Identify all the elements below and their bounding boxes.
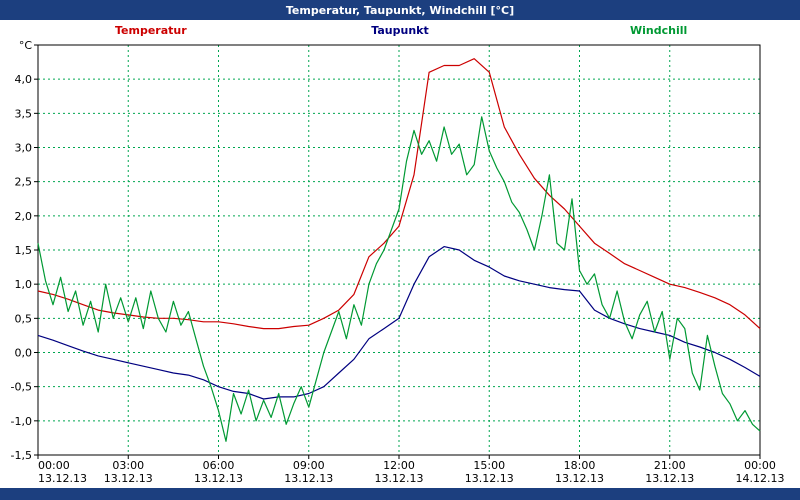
y-tick-label: 0,0 [15, 347, 33, 360]
y-tick-label: -0,5 [11, 381, 32, 394]
y-tick-label: 2,5 [15, 176, 33, 189]
x-tick-time-label: 03:00 [112, 459, 144, 472]
x-tick-time-label: 00:00 [744, 459, 776, 472]
y-tick-label: 1,5 [15, 244, 33, 257]
x-tick-date-label: 13.12.13 [555, 472, 604, 485]
x-tick-date-label: 13.12.13 [194, 472, 243, 485]
x-tick-date-label: 13.12.13 [104, 472, 153, 485]
x-tick-time-label: 09:00 [293, 459, 325, 472]
page-title: Temperatur, Taupunkt, Windchill [°C] [285, 3, 515, 17]
title-bar: Temperatur, Taupunkt, Windchill [°C] [0, 0, 800, 20]
y-tick-label: -1,5 [11, 449, 32, 462]
legend-taupunkt: Taupunkt [371, 24, 429, 37]
x-tick-time-label: 12:00 [383, 459, 415, 472]
y-axis-unit-label: °C [19, 39, 33, 52]
x-tick-date-label: 13.12.13 [284, 472, 333, 485]
series-line-windchill [37, 116, 761, 442]
y-tick-label: 3,5 [15, 107, 33, 120]
grid [38, 45, 760, 455]
x-tick-date-label: 13.12.13 [465, 472, 514, 485]
y-tick-label: 0,5 [15, 312, 33, 325]
x-tick-time-label: 00:00 [38, 459, 70, 472]
x-tick-date-label: 14.12.13 [736, 472, 785, 485]
x-tick-time-label: 15:00 [473, 459, 505, 472]
y-tick-label: 3,0 [15, 142, 33, 155]
x-tick-time-label: 18:00 [564, 459, 596, 472]
y-tick-label: 4,0 [15, 73, 33, 86]
x-tick-date-label: 13.12.13 [38, 472, 87, 485]
chart-canvas: -1,5 -1,0 -0,5 0,0 0,5 1,0 1,5 2,0 2,5 3,0 3,5 4,0 °… [11, 39, 785, 485]
x-tick-date-label: 13.12.13 [375, 472, 424, 485]
chart: -1,5 -1,0 -0,5 0,0 0,5 1,0 1,5 2,0 2,5 3,0 3,5 4,0 °… [0, 20, 800, 488]
series-lines [37, 58, 761, 442]
axes: -1,5 -1,0 -0,5 0,0 0,5 1,0 1,5 2,0 2,5 3,0 3,5 4,0 °… [11, 39, 785, 485]
y-tick-label: -1,0 [11, 415, 32, 428]
legend-windchill: Windchill [630, 24, 688, 37]
y-tick-label: 1,0 [15, 278, 33, 291]
legend-temperatur: Temperatur [115, 24, 187, 37]
series-line-temperatur [37, 58, 761, 330]
series-line-taupunkt [37, 246, 761, 400]
x-tick-time-label: 21:00 [654, 459, 686, 472]
x-tick-time-label: 06:00 [203, 459, 235, 472]
y-tick-label: 2,0 [15, 210, 33, 223]
plot-border [37, 44, 761, 456]
x-tick-date-label: 13.12.13 [645, 472, 694, 485]
footer-bar [0, 488, 800, 500]
